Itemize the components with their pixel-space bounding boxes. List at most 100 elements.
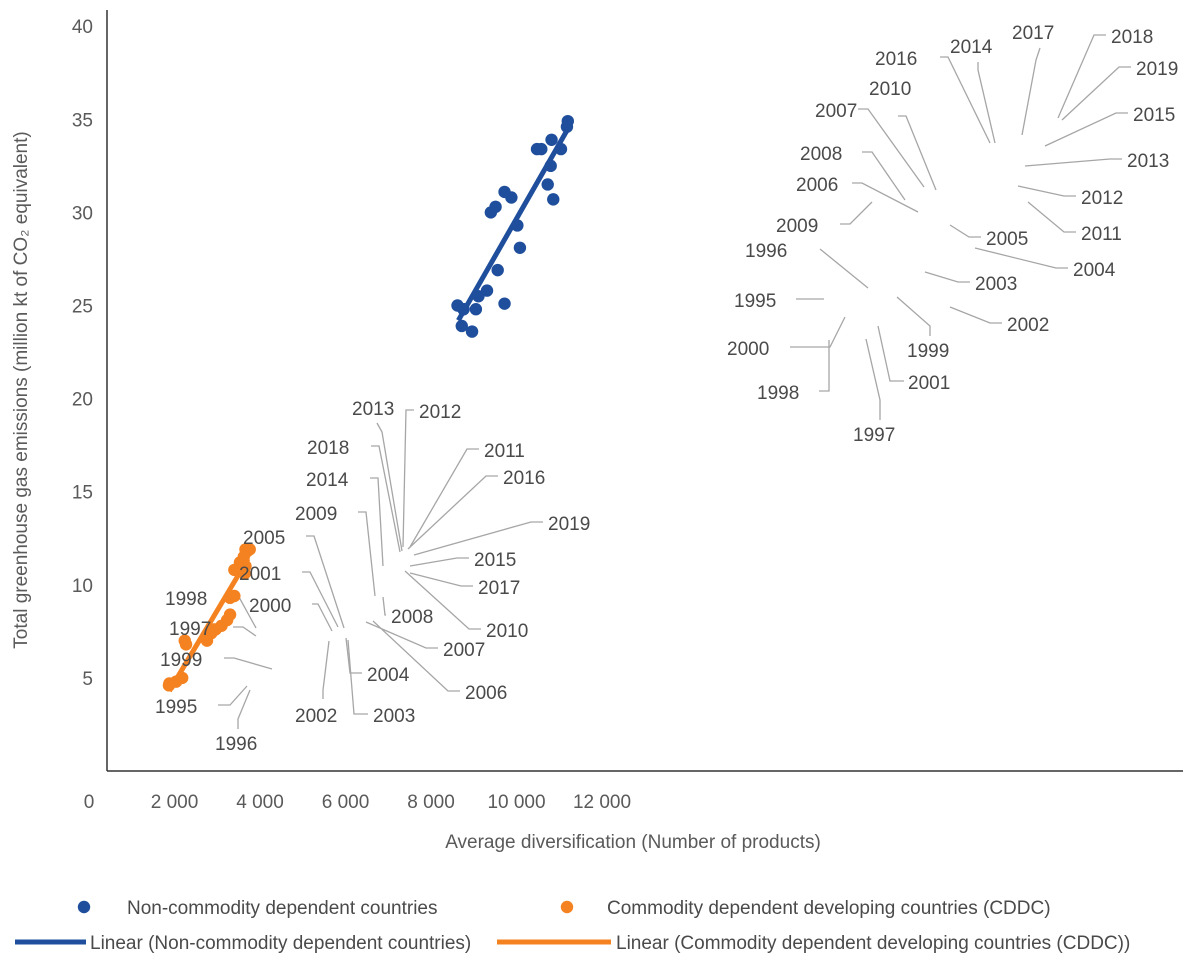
label-leader	[371, 445, 401, 553]
label-leader	[898, 115, 937, 191]
label-leader	[347, 639, 368, 715]
x-tick-label: 12 000	[573, 792, 631, 813]
trendline-cddc	[167, 557, 251, 693]
year-label: 2011	[1081, 224, 1122, 245]
y-tick-label: 40	[72, 17, 93, 38]
x-tick-label: 0	[84, 792, 95, 813]
label-leader	[819, 340, 830, 392]
year-label: 2006	[465, 683, 507, 704]
label-leader	[862, 151, 906, 201]
non-commodity-point-2004	[513, 241, 527, 254]
x-tick-label: 6 000	[322, 792, 370, 813]
non-commodity-point-2010	[505, 191, 518, 204]
label-leader	[413, 521, 543, 556]
year-label: 2008	[391, 607, 433, 628]
year-label: 2010	[486, 621, 528, 642]
year-label: 2008	[800, 144, 842, 165]
year-label: 1997	[169, 619, 211, 640]
year-label: 2014	[306, 470, 349, 491]
year-label: 1995	[734, 291, 776, 312]
label-leader	[974, 247, 1068, 269]
x-tick-label: 2 000	[151, 792, 199, 813]
non-commodity-point-2001	[469, 303, 483, 316]
label-leader	[840, 201, 873, 225]
legend-marker	[77, 900, 91, 914]
x-tick-label: 10 000	[487, 792, 545, 813]
year-label: 2005	[986, 229, 1028, 250]
label-leader	[224, 657, 273, 670]
label-leader	[940, 56, 991, 144]
label-leader	[306, 535, 345, 629]
legend-item: Non-commodity dependent countries	[77, 898, 438, 919]
year-label: 2018	[307, 438, 349, 459]
x-tick-label: 8 000	[407, 792, 455, 813]
year-label: 1999	[160, 650, 202, 671]
year-label: 2019	[548, 514, 590, 535]
year-label: 2004	[367, 665, 410, 686]
non-commodity-point-2002	[498, 297, 511, 310]
year-label: 2017	[478, 578, 520, 599]
year-label: 2007	[815, 101, 857, 122]
non-commodity-point-2012	[541, 178, 554, 191]
label-leader	[790, 316, 846, 348]
x-axis-title: Average diversification (Number of produ…	[445, 832, 821, 853]
year-label: 2016	[875, 49, 917, 70]
legend-label: Linear (Commodity dependent developing c…	[616, 933, 1130, 954]
legend-item: Linear (Non-commodity dependent countrie…	[15, 933, 471, 954]
label-leader	[1024, 158, 1122, 167]
label-leader	[407, 475, 498, 550]
year-label: 2000	[249, 596, 291, 617]
year-label: 2002	[1007, 315, 1049, 336]
label-leader	[376, 422, 403, 552]
year-label: 2007	[443, 640, 485, 661]
non-commodity-point-2016	[530, 142, 544, 156]
year-label: 2009	[776, 216, 818, 237]
label-leader	[404, 570, 481, 630]
year-label: 1996	[745, 241, 787, 262]
year-labels: 1995 1996 1997 1998 1999 2000 2001 2002 2003 2004…	[155, 23, 1178, 755]
non-commodity-point-2015	[554, 142, 568, 156]
y-tick-label: 5	[82, 669, 93, 690]
year-label: 2004	[1073, 260, 1116, 281]
cddc-point-2019	[243, 543, 256, 556]
year-label: 1995	[155, 697, 197, 718]
label-leader	[409, 572, 473, 587]
legend-label: Non-commodity dependent countries	[127, 898, 438, 919]
label-leader	[1021, 47, 1041, 136]
label-leader	[312, 603, 333, 632]
label-leader	[365, 621, 438, 649]
y-tick-label: 35	[72, 110, 93, 131]
non-commodity-point-2003	[491, 263, 504, 277]
year-label: 2015	[474, 550, 516, 571]
year-label: 2002	[295, 706, 337, 727]
cddc-point-2018	[233, 556, 247, 569]
non-commodity-point-2017	[545, 133, 558, 146]
label-leader	[372, 620, 460, 692]
y-tick-label: 20	[72, 390, 93, 411]
label-leader	[345, 637, 362, 674]
year-label: 2005	[243, 528, 285, 549]
label-leader	[382, 596, 386, 616]
year-label: 2014	[950, 37, 993, 58]
y-tick-label: 30	[72, 203, 93, 224]
label-leader	[949, 224, 981, 238]
year-label: 2001	[908, 373, 950, 394]
label-leader	[865, 338, 881, 420]
year-label: 1997	[853, 425, 895, 446]
year-label: 2003	[373, 706, 415, 727]
year-label: 2016	[503, 468, 545, 489]
year-label: 1996	[215, 734, 257, 755]
label-leader	[1044, 112, 1128, 147]
year-label: 2009	[295, 504, 337, 525]
cddc-point-2000	[170, 675, 183, 688]
legend-item: Linear (Commodity dependent developing c…	[497, 933, 1130, 954]
non-commodity-point-1997	[465, 325, 479, 338]
cddc-point-2009	[223, 591, 237, 605]
label-leader	[322, 640, 330, 699]
non-commodity-point-1998	[455, 319, 468, 333]
label-leader	[358, 511, 376, 597]
data-points	[162, 114, 574, 692]
label-leader	[1057, 34, 1106, 119]
non-commodity-point-2013	[544, 159, 557, 173]
